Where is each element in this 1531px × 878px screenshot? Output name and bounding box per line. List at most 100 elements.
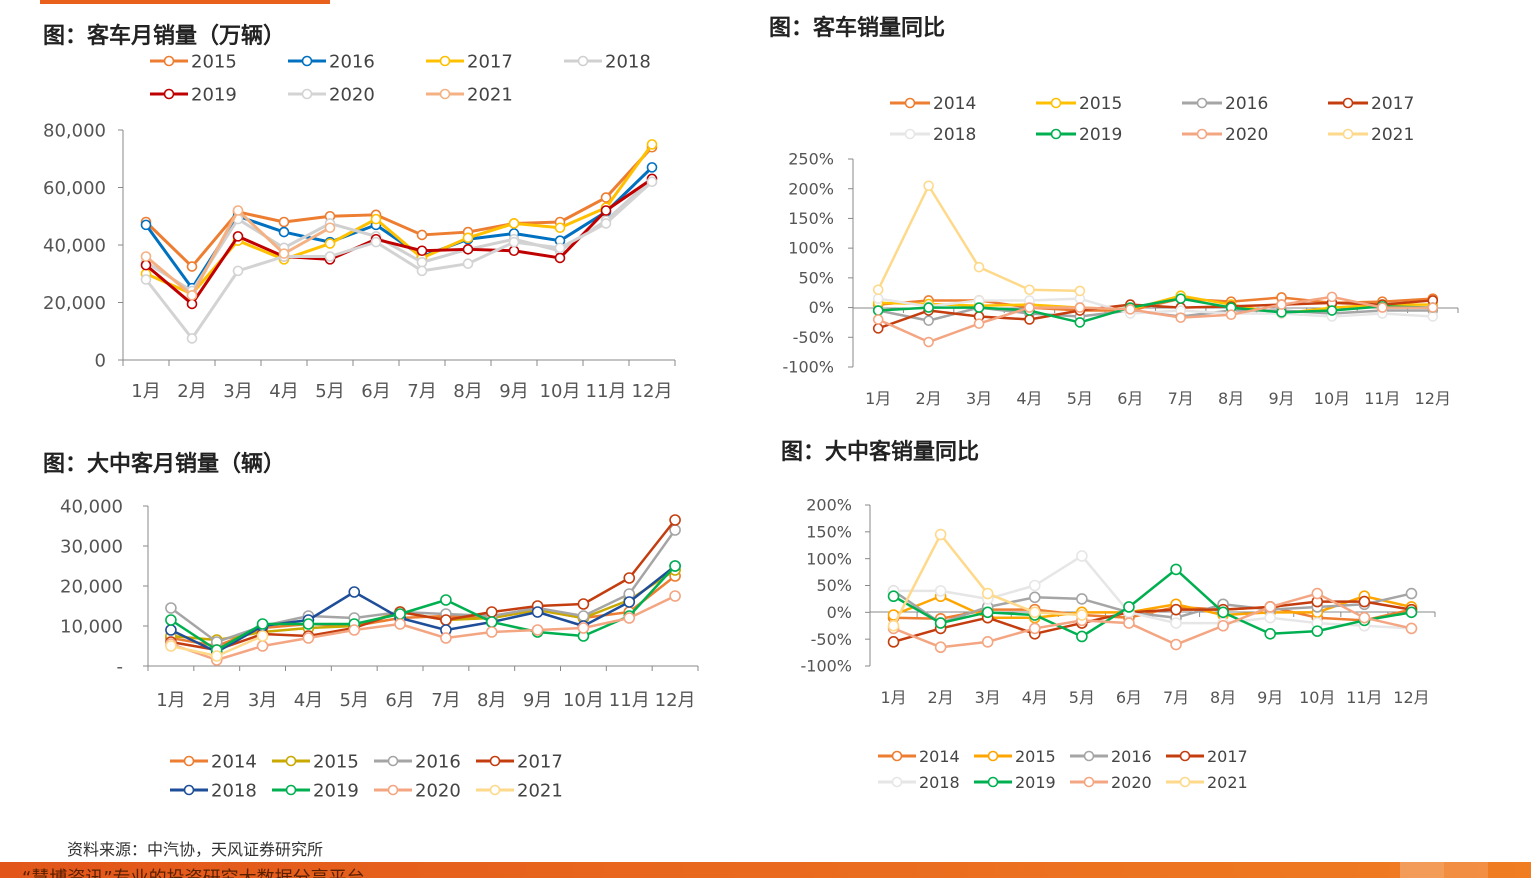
data-point-2017 xyxy=(554,222,566,234)
legend-marker-2016 xyxy=(1083,750,1095,762)
y-tick-label: 150% xyxy=(806,522,852,541)
data-point-2019 xyxy=(416,245,428,257)
legend-marker-2016 xyxy=(1196,97,1208,109)
legend-label-2015: 2015 xyxy=(1079,94,1122,114)
legend-marker-2016 xyxy=(387,755,399,767)
y-tick-label: 20,000 xyxy=(43,293,106,314)
chart2-title: 图：客车销量同比 xyxy=(769,16,946,41)
y-tick-label: 30,000 xyxy=(60,536,123,557)
data-point-2016 xyxy=(165,602,177,614)
legend-label-2018: 2018 xyxy=(605,51,651,72)
legend-marker-2014 xyxy=(904,97,916,109)
series-line-2020 xyxy=(893,592,1412,649)
x-tick-label: 12月 xyxy=(632,381,673,402)
data-point-2015 xyxy=(278,216,290,228)
data-point-2020 xyxy=(140,274,152,285)
data-point-2020 xyxy=(1311,587,1324,600)
data-point-2020 xyxy=(462,258,474,269)
legend-label-2017: 2017 xyxy=(517,751,563,772)
data-point-2020 xyxy=(934,641,947,654)
chart1-title: 图：客车月销量（万辆） xyxy=(43,24,286,49)
y-tick-label: -50% xyxy=(793,328,834,347)
data-point-2016 xyxy=(646,162,658,173)
data-point-2020 xyxy=(1217,619,1229,632)
data-point-2020 xyxy=(669,590,681,602)
data-point-2020 xyxy=(416,265,428,277)
x-tick-label: 4月 xyxy=(294,690,323,711)
data-point-2019 xyxy=(669,560,681,572)
legend-marker-2017 xyxy=(1179,750,1191,762)
series-line-2014 xyxy=(893,605,1412,622)
x-tick-label: 3月 xyxy=(223,381,252,402)
source-note: 资料来源：中汽协，天风证券研究所 xyxy=(67,840,324,859)
x-tick-label: 8月 xyxy=(453,381,482,402)
x-tick-label: 2月 xyxy=(928,688,954,707)
legend-label-2014: 2014 xyxy=(919,747,960,766)
legend-marker-2021 xyxy=(1179,776,1191,788)
data-point-2019 xyxy=(1217,606,1229,619)
y-tick-label: -50% xyxy=(811,630,852,649)
y-tick-label: 200% xyxy=(806,496,852,515)
x-tick-label: 6月 xyxy=(1116,688,1142,707)
legend-label-2016: 2016 xyxy=(329,51,375,72)
data-point-2021 xyxy=(324,222,336,234)
data-point-2021 xyxy=(872,284,884,296)
data-point-2020 xyxy=(923,336,934,348)
data-point-2020 xyxy=(623,612,636,624)
data-point-2020 xyxy=(531,624,544,636)
data-point-2019 xyxy=(165,614,177,626)
data-point-2019 xyxy=(302,618,315,630)
data-point-2017 xyxy=(324,238,336,249)
data-point-2019 xyxy=(1074,317,1086,328)
data-point-2017 xyxy=(1170,603,1182,616)
data-point-2019 xyxy=(440,594,452,606)
data-point-2019 xyxy=(462,244,474,255)
legend-label-2017: 2017 xyxy=(1207,747,1248,766)
legend-marker-2018 xyxy=(904,128,916,140)
legend-label-2021: 2021 xyxy=(467,84,513,105)
legend-label-2015: 2015 xyxy=(313,751,359,772)
data-point-2020 xyxy=(1123,617,1135,629)
data-point-2020 xyxy=(302,632,315,644)
data-point-2021 xyxy=(278,248,290,259)
data-point-2020 xyxy=(646,176,658,188)
x-tick-label: 7月 xyxy=(1163,688,1189,707)
data-point-2018 xyxy=(934,585,947,597)
y-tick-label: 100% xyxy=(806,549,852,568)
data-point-2018 xyxy=(1028,579,1041,592)
data-point-2021 xyxy=(973,261,985,273)
legend-marker-2019 xyxy=(163,88,175,100)
data-point-2019 xyxy=(1123,601,1135,613)
x-tick-label: 6月 xyxy=(361,381,390,402)
data-point-2020 xyxy=(1124,304,1136,315)
data-point-2018 xyxy=(1264,611,1277,624)
legend-marker-2017 xyxy=(489,755,501,767)
header-banner-fragment xyxy=(40,0,330,4)
data-point-2017 xyxy=(623,572,636,584)
data-point-2017 xyxy=(646,139,658,150)
data-point-2018 xyxy=(348,586,361,598)
series-line-2016 xyxy=(144,166,654,290)
legend-marker-2019 xyxy=(285,784,297,796)
y-tick-label: 100% xyxy=(788,239,834,258)
series-line-2017 xyxy=(877,299,1433,330)
data-point-2019 xyxy=(554,252,566,264)
data-point-2019 xyxy=(981,606,994,619)
legend-marker-2016 xyxy=(301,55,313,67)
x-tick-label: 4月 xyxy=(1016,389,1042,408)
legend-label-2020: 2020 xyxy=(329,84,375,105)
data-point-2016 xyxy=(1405,587,1418,600)
y-tick-label: 10,000 xyxy=(60,616,123,637)
legend-label-2014: 2014 xyxy=(211,751,257,772)
y-tick-label: 50% xyxy=(798,268,834,287)
y-tick-label: -100% xyxy=(800,657,852,676)
legend-marker-2014 xyxy=(891,750,903,762)
legend-marker-2020 xyxy=(387,784,399,796)
x-tick-label: 11月 xyxy=(586,381,627,402)
y-tick-label: 60,000 xyxy=(43,178,106,199)
x-tick-label: 12月 xyxy=(1415,389,1451,408)
legend-label-2019: 2019 xyxy=(1015,773,1056,792)
